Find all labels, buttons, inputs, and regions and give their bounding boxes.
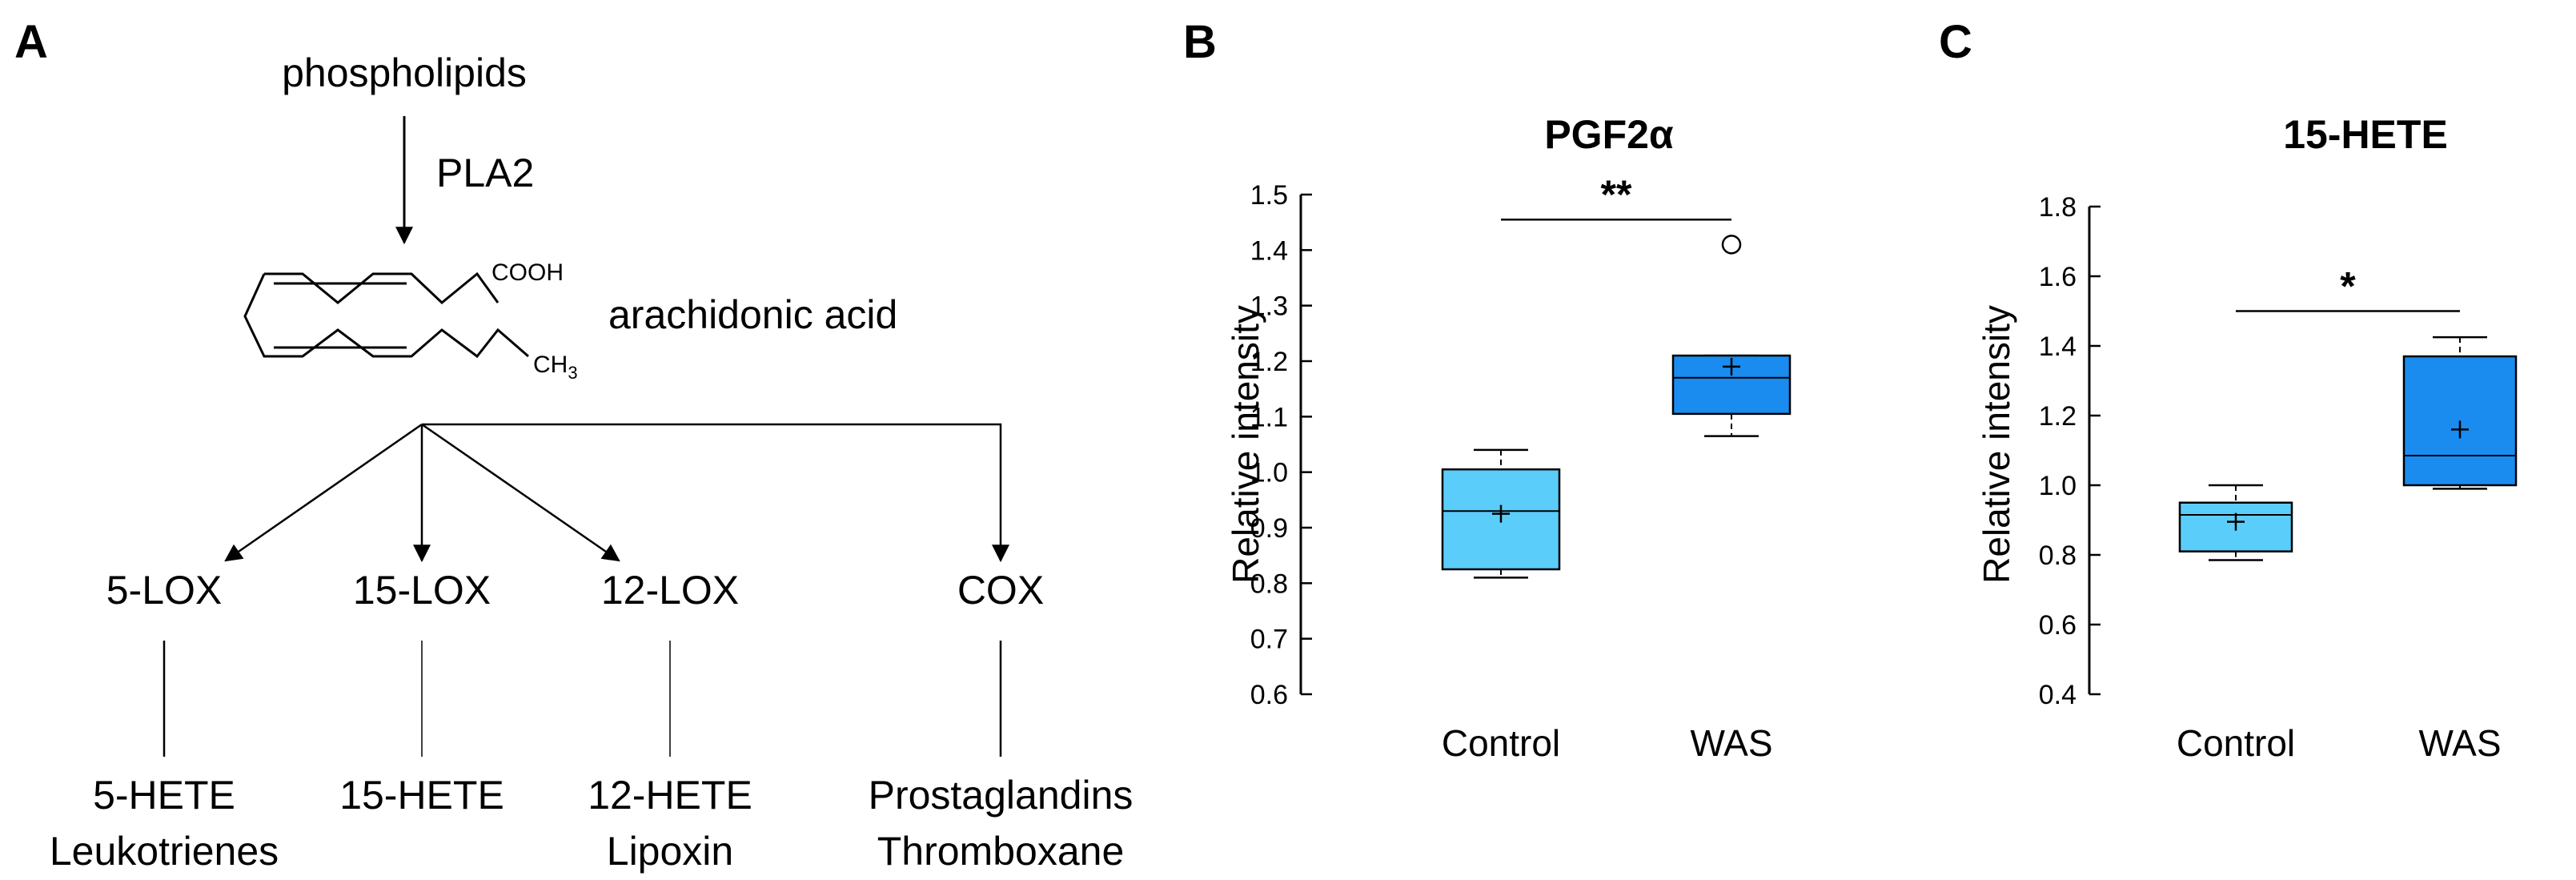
pla2-label: PLA2 — [436, 151, 534, 195]
product-leukotrienes: Leukotrienes — [50, 829, 279, 874]
chart-title: 15-HETE — [2283, 112, 2448, 157]
y-tick-label: 0.4 — [2039, 680, 2076, 710]
significance-label: ** — [1601, 172, 1632, 217]
product-prostaglandins: Prostaglandins — [869, 773, 1134, 818]
y-tick-label: 0.8 — [2039, 540, 2076, 571]
arachidonic-acid-label: arachidonic acid — [608, 292, 897, 337]
product-5-hete: 5-HETE — [93, 773, 235, 818]
product-15-hete: 15-HETE — [339, 773, 504, 818]
enzyme-5-lox: 5-LOX — [106, 568, 223, 613]
y-axis-label: Relative intensity — [1976, 305, 2017, 584]
enzyme-15-lox: 15-LOX — [353, 568, 491, 613]
y-tick-label: 1.0 — [2039, 471, 2076, 501]
product-connectors — [163, 641, 1002, 757]
box-was — [1671, 235, 1792, 437]
panel-label-b: B — [1183, 16, 1217, 68]
panel-a: A phospholipids PLA2 COOH CH3 arachidoni… — [14, 16, 1133, 874]
y-tick-label: 1.2 — [2039, 401, 2076, 432]
phospholipids-label: phospholipids — [282, 50, 527, 95]
enzyme-12-lox: 12-LOX — [601, 568, 739, 613]
carboxyl-group: COOH — [492, 259, 564, 286]
panel-label-c: C — [1939, 16, 1972, 68]
y-axis-label: Relative intensity — [1225, 305, 1266, 584]
y-tick-label: 1.6 — [2039, 262, 2076, 292]
outlier-point — [1721, 235, 1742, 255]
arachidonic-acid-structure: COOH CH3 — [243, 259, 578, 383]
y-tick-label: 0.9 — [1250, 513, 1288, 544]
product-12-hete: 12-HETE — [588, 773, 752, 818]
arrow-to-12-lox — [421, 423, 620, 562]
box-was — [2402, 336, 2518, 490]
y-tick-label: 1.0 — [1250, 458, 1288, 488]
arrow-to-cox — [422, 423, 1009, 563]
y-tick-label: 1.4 — [2039, 332, 2076, 362]
box-plot-pgf2a: PGF2α Relative intensity 0.6 0.7 0.8 0.9 1.0 1.… — [1225, 112, 1792, 764]
methyl-group: CH3 — [533, 352, 578, 383]
product-thromboxane: Thromboxane — [877, 829, 1125, 874]
x-category-label: WAS — [1690, 722, 1772, 764]
y-tick-label: 1.2 — [1250, 347, 1288, 377]
y-tick-label: 1.8 — [2039, 192, 2076, 223]
significance-label: * — [2340, 264, 2356, 309]
upper-chain-bonds — [264, 271, 500, 304]
y-tick-label: 0.8 — [1250, 569, 1288, 599]
arrow-to-5-lox — [224, 423, 423, 562]
y-tick-label: 1.5 — [1250, 180, 1288, 211]
branch-arrows — [224, 423, 1009, 563]
y-tick-label: 0.7 — [1250, 625, 1288, 655]
chart-title: PGF2α — [1544, 112, 1674, 157]
box-control — [2178, 484, 2293, 561]
y-tick-label: 0.6 — [2039, 610, 2076, 641]
y-tick-label: 0.6 — [1250, 680, 1288, 710]
x-category-label: Control — [2177, 722, 2295, 764]
lower-chain-bonds — [243, 273, 529, 359]
interquartile-box — [1441, 468, 1561, 571]
product-lipoxin: Lipoxin — [607, 829, 733, 874]
y-tick-label: 1.1 — [1250, 402, 1288, 432]
x-category-label: Control — [1442, 722, 1560, 764]
box-control — [1441, 448, 1561, 579]
y-tick-label: 1.4 — [1250, 235, 1288, 266]
box-plot-15-hete: 15-HETE Relative intensity 0.4 0.6 0.8 1.0 1.2… — [1976, 112, 2518, 764]
x-category-label: WAS — [2418, 722, 2501, 764]
y-tick-label: 1.3 — [1250, 291, 1288, 322]
panel-label-a: A — [14, 16, 48, 68]
enzyme-cox: COX — [957, 568, 1044, 613]
